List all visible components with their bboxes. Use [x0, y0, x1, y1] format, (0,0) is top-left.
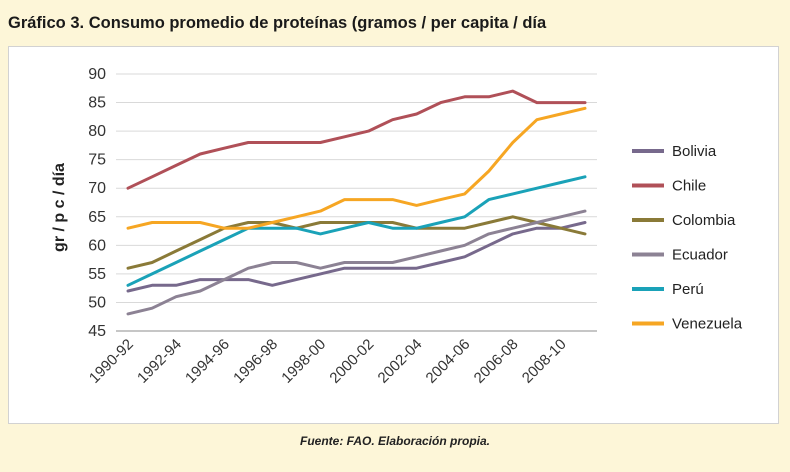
- y-tick-label: 65: [88, 209, 106, 226]
- series-line-perú: [126, 175, 587, 287]
- series-line-ecuador: [126, 209, 587, 316]
- y-tick-label: 50: [88, 294, 106, 311]
- series-line-bolivia: [126, 221, 587, 293]
- source-note: Fuente: FAO. Elaboración propia.: [299, 434, 491, 448]
- legend-label: Venezuela: [672, 316, 743, 333]
- legend-label: Chile: [672, 178, 706, 195]
- y-axis-label: gr / p c / día: [51, 163, 68, 252]
- x-tick-label: 1996-98: [230, 336, 281, 387]
- legend-label: Ecuador: [672, 247, 728, 264]
- y-tick-label: 70: [88, 180, 106, 197]
- y-tick-label: 75: [88, 152, 106, 169]
- legend-label: Bolivia: [672, 143, 717, 160]
- legend-label: Perú: [672, 281, 704, 298]
- series-line-colombia: [126, 215, 587, 270]
- x-tick-label: 2000-02: [326, 336, 377, 387]
- chart-panel: 45 50 55 60 65 70 75 80 85 90 1990-92 1992-94 1994-9…: [8, 46, 779, 424]
- chart-title: Gráfico 3. Consumo promedio de proteínas…: [8, 14, 547, 32]
- y-tick-label: 90: [88, 66, 106, 83]
- x-tick-label: 1992-94: [134, 336, 185, 387]
- line-chart: 45 50 55 60 65 70 75 80 85 90 1990-921992-941994-9…: [51, 66, 743, 387]
- x-tick-label: 1998-00: [278, 336, 329, 387]
- x-tick-label: 2004-06: [423, 336, 474, 387]
- x-tick-label: 2002-04: [374, 336, 425, 387]
- x-tick-label: 1994-96: [182, 336, 233, 387]
- x-tick-label: 2008-10: [519, 336, 570, 387]
- series-line-venezuela: [126, 106, 587, 230]
- y-tick-label: 80: [88, 123, 106, 140]
- series-line-chile: [126, 89, 587, 190]
- y-tick-label: 85: [88, 95, 106, 112]
- x-tick-label: 2006-08: [471, 336, 522, 387]
- y-tick-label: 45: [88, 323, 106, 340]
- legend-label: Colombia: [672, 212, 736, 229]
- y-tick-label: 60: [88, 237, 106, 254]
- x-tick-label: 1990-92: [86, 336, 137, 387]
- y-tick-label: 55: [88, 266, 106, 283]
